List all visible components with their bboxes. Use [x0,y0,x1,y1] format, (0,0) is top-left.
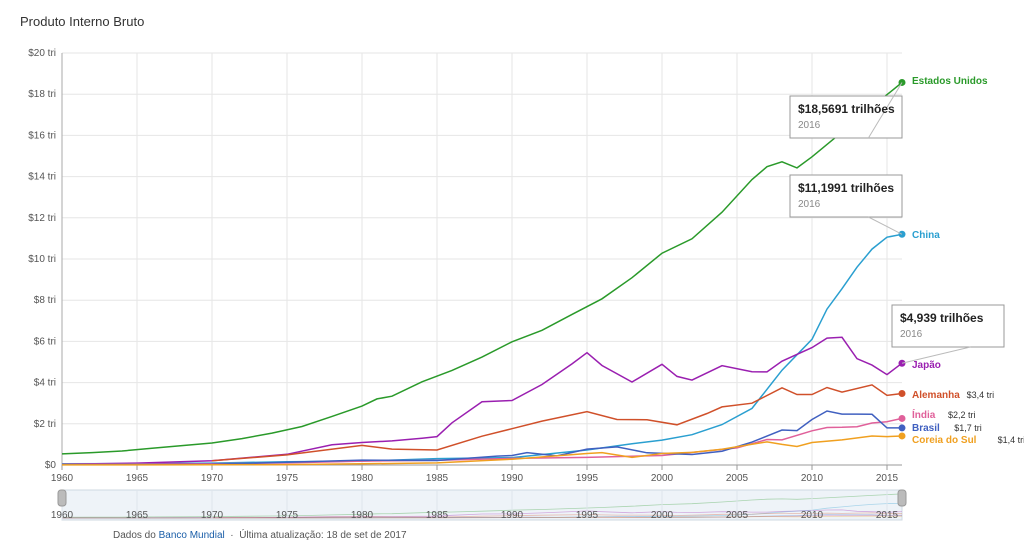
x-tick-label: 1965 [126,473,149,484]
series-value-germany: $3,4 tri [967,390,995,400]
series-line-us[interactable] [61,81,903,455]
series-label-germany: Alemanha [912,390,960,401]
series-label-china: China [912,230,940,241]
navigator-line-germany [211,512,903,519]
navigator-tick-label: 2010 [801,510,824,521]
x-tick-label: 2000 [651,473,674,484]
series-end-point-korea[interactable] [898,432,906,440]
series-end-point-germany[interactable] [898,390,906,398]
series-line-china[interactable] [61,233,903,465]
y-tick-label: $14 tri [28,172,56,183]
chart-title: Produto Interno Bruto [20,14,145,29]
series-line-germany[interactable] [211,384,903,462]
navigator-handle-right[interactable] [897,489,907,507]
series-end-point-india[interactable] [898,414,906,422]
tooltip-pointer [901,346,971,364]
series-label-brazil: Brasil [912,423,940,434]
x-tick-label: 1960 [51,473,74,484]
navigator-tick-label: 1995 [576,510,599,521]
y-tick-label: $2 tri [34,419,56,430]
y-tick-label: $18 tri [28,89,56,100]
x-tick-label: 2015 [876,473,899,484]
navigator-tick-label: 1960 [51,510,74,521]
navigator-tick-label: 1980 [351,510,374,521]
grid [61,52,902,466]
tooltips: $18,5691 trilhões 2016 $11,1991 trilhões 20… [789,82,1005,364]
tooltip-year: 2016 [900,329,923,340]
tooltip-pointer [868,216,903,235]
x-tick-label: 1980 [351,473,374,484]
navigator-tick-label: 1970 [201,510,224,521]
tooltip-year: 2016 [798,120,821,131]
navigator-tick-label: 2015 [876,510,899,521]
y-tick-label: $0 [45,460,57,471]
series-label-india: Índia [912,408,936,421]
y-tick-label: $16 tri [28,130,56,141]
last-updated: Última atualização: 18 de set de 2017 [239,530,407,541]
x-tick-label: 1995 [576,473,599,484]
x-axis: 1960 1965 1970 1975 1980 1985 1990 1995 2000 2005… [51,464,902,484]
series-line-japan[interactable] [61,336,903,465]
navigator-tick-label: 1975 [276,510,299,521]
y-tick-label: $6 tri [34,336,56,347]
y-tick-label: $10 tri [28,254,56,265]
x-tick-label: 1985 [426,473,449,484]
tooltip-box [891,304,1005,348]
navigator-tick-label: 2000 [651,510,674,521]
tooltip-china: $11,1991 trilhões 2016 [789,174,903,235]
tooltip-value: $11,1991 trilhões [798,181,894,195]
y-tick-label: $12 tri [28,213,56,224]
y-tick-label: $4 tri [34,378,56,389]
tooltip-pointer [867,82,903,139]
x-tick-label: 2005 [726,473,749,484]
series-line-brazil[interactable] [61,410,902,466]
tooltip-box [789,174,903,218]
navigator-line-korea [62,515,902,519]
series-line-korea[interactable] [62,435,903,466]
y-tick-label: $20 tri [28,48,56,59]
tooltip-box [789,95,903,139]
tooltip-japan: $4,939 trilhões 2016 [891,304,1005,364]
series-value-brazil: $1,7 tri [954,423,982,433]
series-end-point-brazil[interactable] [898,424,906,432]
navigator-tick-label: 1990 [501,510,524,521]
footer-prefix: Dados do [113,530,156,541]
x-tick-label: 1970 [201,473,224,484]
navigator-line-us [61,493,903,518]
navigator-line-china [62,503,903,519]
tooltip-value: $4,939 trilhões [900,311,984,325]
footer: Dados do Banco Mundial · Última atualiza… [113,530,407,541]
series-lines [61,78,906,466]
source-link[interactable]: Banco Mundial [158,530,225,541]
series-label-japan: Japão [912,360,941,371]
navigator-tick-label: 1965 [126,510,149,521]
tooltip-us: $18,5691 trilhões 2016 [789,82,903,139]
navigator-tick-label: 2005 [726,510,749,521]
navigator-tick-label: 1985 [426,510,449,521]
series-label-us: Estados Unidos [912,76,988,87]
x-tick-label: 2010 [801,473,824,484]
series-value-korea: $1,4 tri [998,435,1024,445]
x-tick-label: 1990 [501,473,524,484]
navigator-track [61,489,903,521]
tooltip-value: $18,5691 trilhões [798,102,895,116]
navigator-handle-left[interactable] [57,489,67,507]
y-tick-label: $8 tri [34,295,56,306]
tooltip-year: 2016 [798,199,821,210]
series-end-labels: Estados Unidos China Japão Alemanha $3,4 tri… [912,76,1024,446]
series-label-korea: Coreia do Sul [912,435,977,446]
y-axis: $0 $2 tri $4 tri $6 tri $8 tri $10 tri $12 tri… [28,48,63,471]
x-tick-label: 1975 [276,473,299,484]
range-navigator[interactable]: 1960 1965 1970 1975 1980 1985 1990 1995 2000 2005… [51,489,907,521]
series-value-india: $2,2 tri [948,410,976,420]
